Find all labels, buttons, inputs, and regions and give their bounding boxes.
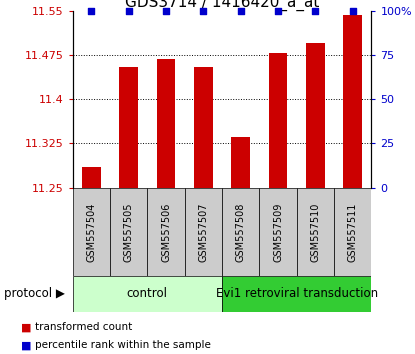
Point	[349, 8, 356, 13]
Point	[88, 8, 95, 13]
Bar	[82, 167, 101, 188]
FancyBboxPatch shape	[222, 276, 371, 312]
Point	[237, 8, 244, 13]
Point	[275, 8, 281, 13]
Text: protocol ▶: protocol ▶	[4, 287, 65, 300]
Bar	[269, 53, 288, 188]
Bar	[120, 67, 138, 188]
Text: GSM557508: GSM557508	[236, 202, 246, 262]
Point	[125, 8, 132, 13]
Text: percentile rank within the sample: percentile rank within the sample	[35, 340, 211, 350]
Text: transformed count: transformed count	[35, 322, 132, 332]
FancyBboxPatch shape	[110, 188, 147, 276]
Bar	[232, 137, 250, 188]
FancyBboxPatch shape	[334, 188, 371, 276]
Text: control: control	[127, 287, 168, 300]
Text: GSM557506: GSM557506	[161, 202, 171, 262]
Text: GSM557505: GSM557505	[124, 202, 134, 262]
Text: GSM557504: GSM557504	[86, 202, 96, 262]
Text: GSM557511: GSM557511	[348, 202, 358, 262]
FancyBboxPatch shape	[222, 188, 259, 276]
Text: GSM557509: GSM557509	[273, 202, 283, 262]
Text: ■: ■	[21, 340, 31, 350]
FancyBboxPatch shape	[73, 276, 222, 312]
FancyBboxPatch shape	[73, 188, 110, 276]
FancyBboxPatch shape	[185, 188, 222, 276]
Point	[200, 8, 207, 13]
Bar	[194, 67, 213, 188]
Bar	[306, 43, 325, 188]
Text: Evi1 retroviral transduction: Evi1 retroviral transduction	[216, 287, 378, 300]
Point	[163, 8, 169, 13]
Point	[312, 8, 319, 13]
Bar	[344, 15, 362, 188]
Bar	[157, 59, 176, 188]
Title: GDS3714 / 1416420_a_at: GDS3714 / 1416420_a_at	[125, 0, 319, 11]
FancyBboxPatch shape	[259, 188, 297, 276]
FancyBboxPatch shape	[297, 188, 334, 276]
FancyBboxPatch shape	[147, 188, 185, 276]
Text: ■: ■	[21, 322, 31, 332]
Text: GSM557507: GSM557507	[198, 202, 208, 262]
Text: GSM557510: GSM557510	[310, 202, 320, 262]
